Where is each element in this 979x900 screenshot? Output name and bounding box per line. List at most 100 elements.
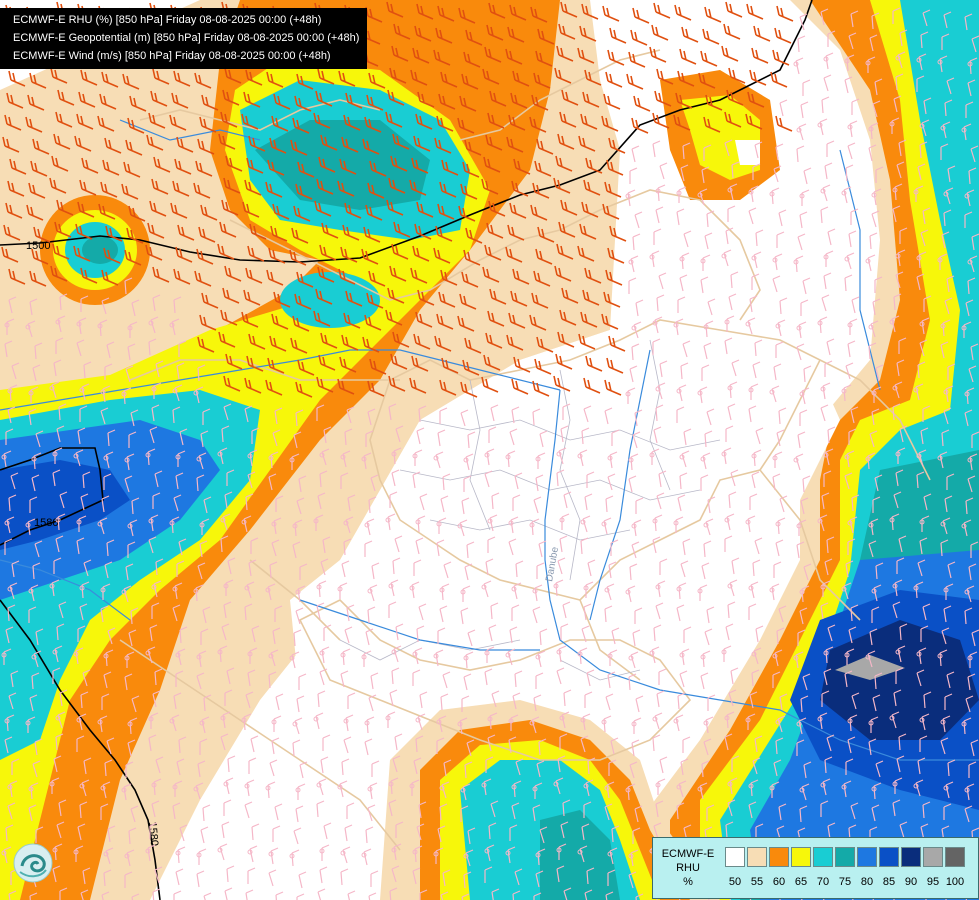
- wind-barb: [28, 408, 37, 426]
- wind-barb: [219, 221, 237, 238]
- wind-barb: [870, 320, 879, 338]
- wind-barb: [30, 386, 39, 403]
- wind-barb: [558, 843, 567, 860]
- wind-barb: [966, 387, 975, 405]
- wind-barb: [363, 226, 381, 243]
- legend-swatch: [769, 847, 789, 867]
- wind-barb: [291, 453, 300, 470]
- wind-barb: [898, 337, 907, 354]
- wind-barb: [31, 672, 40, 690]
- wind-barb: [322, 734, 331, 751]
- wind-barb: [799, 805, 808, 823]
- calm-wind-marker: [871, 390, 877, 396]
- wind-barb: [530, 6, 548, 23]
- wind-barb: [154, 866, 163, 884]
- calm-wind-marker: [487, 518, 493, 524]
- wind-barb: [128, 827, 137, 845]
- wind-barb: [604, 803, 613, 821]
- wind-barb: [29, 892, 38, 900]
- wind-barb: [414, 223, 432, 240]
- wind-barb: [274, 407, 283, 425]
- wind-barb: [313, 310, 331, 327]
- calm-wind-marker: [319, 650, 325, 656]
- wind-barb: [292, 541, 301, 559]
- calm-wind-marker: [508, 520, 514, 526]
- calm-wind-marker: [865, 258, 871, 264]
- wind-barb: [362, 336, 380, 353]
- wind-barb: [298, 673, 307, 690]
- wind-barb: [195, 160, 213, 177]
- wind-barb: [391, 243, 409, 260]
- wind-barb: [680, 560, 689, 578]
- wind-barb: [778, 803, 787, 821]
- wind-barb: [73, 245, 91, 262]
- wind-barb: [265, 379, 283, 396]
- wind-barb: [939, 253, 948, 270]
- wind-barb: [319, 866, 328, 884]
- wind-barb: [100, 181, 118, 198]
- wind-barb: [723, 645, 732, 662]
- calm-wind-marker: [775, 521, 781, 527]
- wind-barb: [721, 45, 739, 62]
- wind-barb: [655, 206, 664, 224]
- legend-unit: %: [683, 876, 693, 888]
- legend-tick-label: 75: [838, 876, 852, 888]
- wind-barb: [371, 562, 380, 580]
- wind-barb: [821, 690, 830, 707]
- wind-barb: [562, 403, 571, 420]
- wind-barb: [868, 540, 877, 558]
- calm-wind-marker: [751, 651, 757, 657]
- wind-barb: [173, 890, 182, 900]
- wind-barb: [603, 517, 612, 535]
- wind-barb: [55, 111, 73, 128]
- wind-barb: [268, 473, 277, 491]
- wind-barb: [606, 159, 624, 176]
- wind-barb: [554, 67, 572, 84]
- wind-barb: [579, 223, 597, 240]
- calm-wind-marker: [340, 652, 346, 658]
- wind-barb: [627, 783, 636, 801]
- wind-barb: [968, 365, 977, 383]
- wind-barb: [872, 100, 881, 118]
- wind-barb: [533, 496, 542, 514]
- wind-barb: [776, 5, 794, 22]
- calm-wind-marker: [799, 787, 805, 793]
- calm-wind-marker: [484, 650, 490, 656]
- wind-barb: [274, 605, 283, 622]
- wind-barb: [369, 160, 387, 177]
- wind-barb: [584, 493, 593, 511]
- wind-barb: [466, 739, 475, 757]
- wind-barb: [873, 386, 882, 403]
- calm-wind-marker: [193, 786, 199, 792]
- wind-barb: [963, 717, 972, 735]
- wind-barb: [532, 606, 541, 624]
- legend-tick-label: 95: [926, 876, 940, 888]
- wind-barb: [514, 868, 523, 886]
- rhu-east-95: [835, 655, 905, 680]
- calm-wind-marker: [121, 787, 127, 793]
- wind-barb: [849, 120, 858, 138]
- wind-barb: [248, 333, 266, 350]
- wind-barb: [845, 560, 854, 578]
- wind-barb: [104, 363, 113, 380]
- wind-barb: [630, 849, 639, 867]
- wind-barb: [436, 115, 454, 132]
- wind-barb: [583, 405, 592, 423]
- wind-barb: [363, 848, 372, 866]
- wind-barb: [31, 248, 49, 265]
- calm-wind-marker: [865, 654, 871, 660]
- wind-barb: [202, 606, 211, 624]
- wind-barb: [410, 267, 428, 284]
- calm-wind-marker: [1, 850, 7, 856]
- wind-barb: [968, 167, 977, 185]
- wind-barb: [439, 181, 457, 198]
- wind-barb: [728, 689, 737, 707]
- wind-barb: [969, 57, 978, 75]
- wind-barb: [920, 427, 929, 445]
- calm-wind-marker: [409, 585, 415, 591]
- wind-barb: [875, 760, 884, 778]
- wind-barb: [438, 517, 447, 534]
- wind-barb: [795, 453, 804, 471]
- wind-barb: [726, 315, 735, 332]
- wind-barb: [104, 137, 122, 154]
